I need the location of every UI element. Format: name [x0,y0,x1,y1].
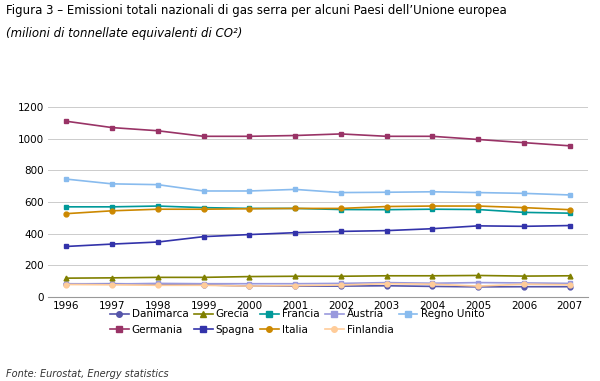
Text: Figura 3 – Emissioni totali nazionali di gas serra per alcuni Paesi dell’Unione : Figura 3 – Emissioni totali nazionali di… [6,4,507,17]
Text: (milioni di tonnellate equivalenti di CO²): (milioni di tonnellate equivalenti di CO… [6,27,242,40]
Text: Fonte: Eurostat, Energy statistics: Fonte: Eurostat, Energy statistics [6,369,169,379]
Legend: Danimarca, Germania, Grecia, Spagna, Francia, Italia, Austria, Finlandia, Regno : Danimarca, Germania, Grecia, Spagna, Fra… [107,306,487,338]
